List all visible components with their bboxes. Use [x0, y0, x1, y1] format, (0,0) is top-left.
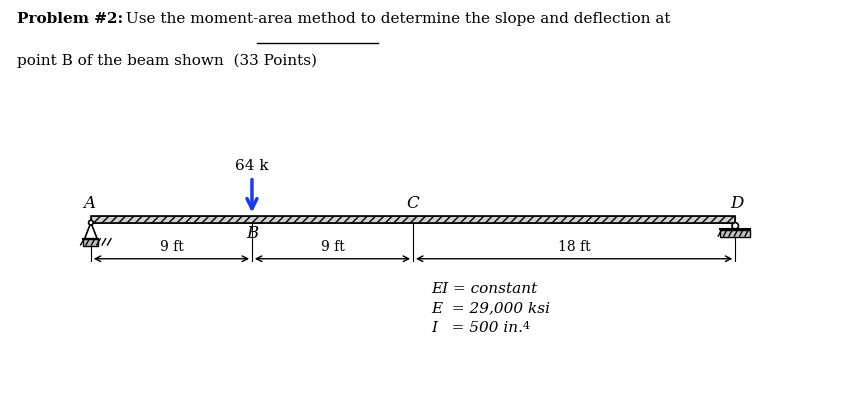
Circle shape — [732, 223, 738, 229]
Text: EI = constant: EI = constant — [431, 282, 537, 296]
Circle shape — [89, 220, 93, 225]
Text: 4: 4 — [523, 322, 530, 331]
Text: point B of the beam shown  (33 Points): point B of the beam shown (33 Points) — [17, 53, 316, 68]
Bar — [84, 239, 99, 246]
Text: C: C — [407, 195, 419, 212]
Text: I   = 500 in.: I = 500 in. — [431, 322, 523, 335]
Bar — [720, 230, 750, 237]
Text: 64 k: 64 k — [235, 159, 268, 173]
Text: 18 ft: 18 ft — [558, 240, 591, 254]
Text: 9 ft: 9 ft — [160, 240, 183, 254]
Text: Problem #2:: Problem #2: — [17, 12, 123, 26]
Text: 9 ft: 9 ft — [321, 240, 344, 254]
Text: Use the moment-area method to determine the slope and deflection at: Use the moment-area method to determine … — [121, 12, 670, 26]
Text: D: D — [730, 195, 744, 212]
Polygon shape — [91, 216, 735, 223]
Text: B: B — [246, 225, 258, 242]
Polygon shape — [84, 223, 97, 239]
Text: A: A — [83, 195, 95, 212]
Text: E  = 29,000 ksi: E = 29,000 ksi — [431, 302, 550, 316]
